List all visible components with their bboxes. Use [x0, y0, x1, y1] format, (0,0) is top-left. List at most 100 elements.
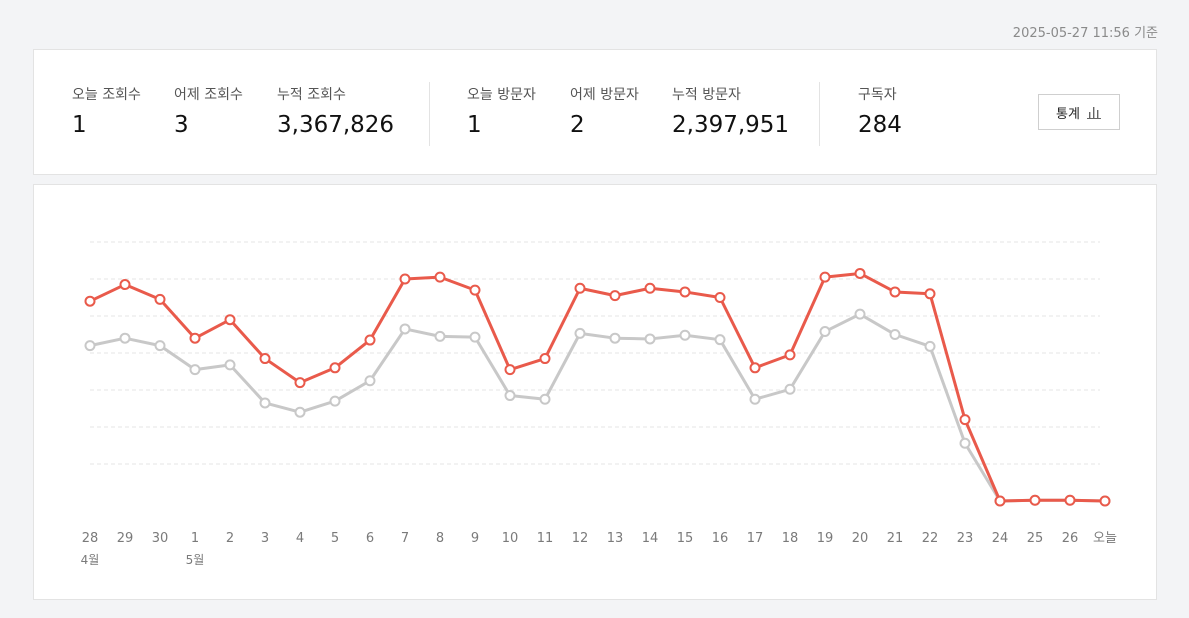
x-tick-label: 24	[992, 531, 1009, 546]
x-tick-label: 14	[642, 531, 659, 546]
data-point[interactable]	[434, 330, 446, 342]
stat-subscribers: 구독자 284	[858, 84, 902, 138]
data-point[interactable]	[294, 406, 306, 418]
data-point[interactable]	[84, 340, 96, 352]
data-point[interactable]	[154, 293, 166, 305]
data-point[interactable]	[994, 495, 1006, 507]
x-tick-label: 8	[436, 531, 444, 546]
stat-label: 어제 조회수	[174, 87, 243, 103]
data-point[interactable]	[294, 377, 306, 389]
data-point[interactable]	[819, 271, 831, 283]
data-point[interactable]	[224, 314, 236, 326]
data-point[interactable]	[714, 334, 726, 346]
x-tick-label: 6	[366, 531, 374, 546]
data-point[interactable]	[189, 364, 201, 376]
data-point[interactable]	[749, 362, 761, 374]
data-point[interactable]	[504, 364, 516, 376]
data-point[interactable]	[1029, 494, 1041, 506]
series-line	[89, 312, 1106, 503]
data-point[interactable]	[259, 353, 271, 365]
divider	[429, 82, 430, 146]
data-point[interactable]	[574, 282, 586, 294]
data-point[interactable]	[574, 327, 586, 339]
x-tick-label: 30	[152, 531, 169, 546]
data-point[interactable]	[539, 353, 551, 365]
stat-label: 오늘 조회수	[72, 87, 141, 103]
x-tick-label: 23	[957, 531, 974, 546]
data-point[interactable]	[469, 331, 481, 343]
stat-value: 3	[174, 112, 189, 138]
data-point[interactable]	[259, 397, 271, 409]
data-point[interactable]	[1064, 494, 1076, 506]
data-point[interactable]	[889, 329, 901, 340]
x-tick-label: 7	[401, 531, 409, 546]
data-point[interactable]	[224, 359, 236, 371]
data-point[interactable]	[784, 349, 796, 361]
data-point[interactable]	[924, 340, 936, 352]
data-point[interactable]	[399, 323, 411, 335]
data-point[interactable]	[504, 390, 516, 402]
data-point[interactable]	[714, 292, 726, 303]
data-point[interactable]	[1099, 495, 1111, 507]
data-point[interactable]	[539, 393, 551, 405]
x-tick-label: 26	[1062, 531, 1079, 546]
data-point[interactable]	[784, 383, 796, 395]
x-tick-label: 11	[537, 531, 554, 546]
data-point[interactable]	[644, 282, 656, 294]
x-tick-label: 5	[331, 531, 339, 546]
data-point[interactable]	[329, 362, 341, 374]
data-point[interactable]	[154, 340, 166, 352]
x-tick-label: 19	[817, 531, 834, 546]
data-point[interactable]	[924, 288, 936, 300]
stat-value: 2	[570, 112, 585, 138]
data-point[interactable]	[399, 273, 411, 285]
data-point[interactable]	[749, 393, 761, 405]
x-tick-label: 2	[226, 531, 234, 546]
stat-total-views: 누적 조회수 3,367,826	[277, 84, 394, 138]
x-tick-label: 10	[502, 531, 519, 546]
data-point[interactable]	[959, 437, 971, 449]
data-point[interactable]	[959, 414, 971, 426]
data-point[interactable]	[679, 286, 691, 298]
data-point[interactable]	[819, 326, 831, 338]
data-point[interactable]	[679, 329, 691, 341]
data-point[interactable]	[469, 284, 481, 296]
data-point[interactable]	[364, 334, 376, 346]
stats-button-label: 통계	[1056, 106, 1080, 122]
data-point[interactable]	[84, 295, 96, 307]
data-point[interactable]	[609, 332, 621, 344]
x-tick-label: 25	[1027, 531, 1044, 546]
data-point[interactable]	[364, 375, 376, 387]
data-point[interactable]	[854, 267, 866, 279]
stat-label: 누적 방문자	[672, 87, 741, 103]
divider	[819, 82, 820, 146]
stat-yesterday-views: 어제 조회수 3	[174, 84, 243, 138]
x-tick-label: 22	[922, 531, 939, 546]
data-point[interactable]	[119, 332, 131, 344]
stat-label: 오늘 방문자	[467, 87, 536, 103]
x-tick-label: 12	[572, 531, 589, 546]
x-tick-label: 오늘	[1093, 531, 1117, 546]
x-tick-label: 17	[747, 531, 764, 546]
data-point[interactable]	[854, 308, 866, 320]
x-tick-label: 18	[782, 531, 799, 546]
data-point[interactable]	[609, 290, 621, 302]
x-tick-label: 16	[712, 531, 729, 546]
data-point[interactable]	[189, 332, 201, 344]
stats-button[interactable]: 통계	[1038, 94, 1120, 130]
data-point[interactable]	[889, 286, 901, 298]
stat-today-visitors: 오늘 방문자 1	[467, 84, 536, 138]
data-point[interactable]	[329, 395, 341, 407]
stat-value: 284	[858, 112, 902, 138]
x-tick-label: 13	[607, 531, 624, 546]
stat-value: 3,367,826	[277, 112, 395, 138]
series-line	[89, 271, 1106, 503]
x-tick-label: 20	[852, 531, 869, 546]
x-tick-label: 28	[82, 531, 99, 546]
stat-value: 1	[72, 112, 87, 138]
stat-label: 누적 조회수	[277, 87, 346, 103]
data-point[interactable]	[644, 333, 656, 345]
timestamp: 2025-05-27 11:56 기준	[1012, 26, 1158, 41]
data-point[interactable]	[119, 279, 131, 291]
data-point[interactable]	[434, 271, 446, 283]
